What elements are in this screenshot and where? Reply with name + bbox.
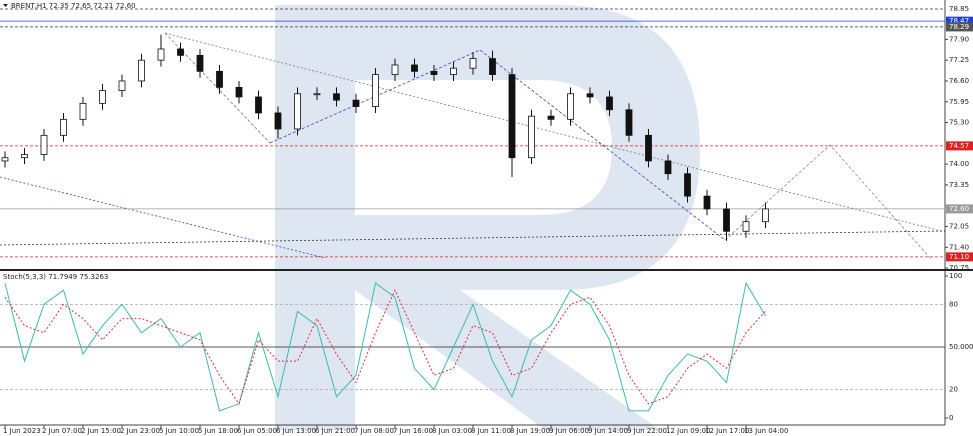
- level-label: 72.60: [949, 205, 969, 213]
- x-tick-label: 9 Jun 06:00: [549, 427, 589, 435]
- candle-body: [118, 80, 126, 91]
- candle-body: [645, 134, 652, 162]
- level-label: 78.85: [949, 5, 969, 13]
- candle-body: [21, 154, 28, 159]
- candle-body: [352, 99, 360, 107]
- y-tick-label: 75.30: [949, 119, 969, 127]
- level-label: 71.10: [949, 253, 969, 261]
- candle-body: [625, 109, 633, 136]
- watermark: [275, 5, 700, 430]
- candle-body: [235, 86, 243, 98]
- indicator-title: Stoch(5,3,3) 71.7949 75.3263: [3, 273, 108, 281]
- x-tick-label: 8 Jun 11:00: [471, 427, 511, 435]
- x-tick-label: 1 Jun 2023: [3, 427, 41, 435]
- candle-body: [489, 58, 496, 75]
- x-tick-label: 9 Jun 14:00: [588, 427, 628, 435]
- candle-body: [372, 74, 379, 107]
- level-label-box: [946, 22, 973, 32]
- x-tick-label: 9 Jun 22:00: [627, 427, 667, 435]
- y-tick-label: 70.75: [949, 264, 969, 272]
- y-tick-label: 75.95: [949, 98, 969, 106]
- level-label-box: [946, 204, 973, 214]
- candle-body: [274, 112, 282, 130]
- y-tick-label: 100: [949, 272, 962, 280]
- candle-body: [391, 64, 399, 75]
- x-tick-label: 7 Jun 08:00: [354, 427, 394, 435]
- stoch-line: [4, 288, 766, 405]
- level-label: 78.47: [949, 17, 969, 25]
- candle-body: [177, 48, 184, 56]
- y-tick-label: 73.35: [949, 181, 969, 189]
- menu-icon: [3, 4, 8, 7]
- y-tick-label: 76.60: [949, 77, 969, 85]
- candle-body: [1, 157, 9, 162]
- level-label: 74.57: [949, 142, 969, 150]
- wave-line: [269, 49, 726, 241]
- x-tick-label: 5 Jun 18:00: [198, 427, 238, 435]
- candle-body: [79, 102, 87, 120]
- candle-body: [411, 64, 418, 72]
- candle-body: [762, 208, 769, 223]
- candle-body: [157, 48, 165, 61]
- level-label: 78.29: [949, 23, 969, 31]
- candle-body: [742, 221, 750, 232]
- x-tick-label: 6 Jun 05:00: [237, 427, 277, 435]
- trend-line: [0, 230, 946, 246]
- candle-body: [567, 93, 574, 120]
- candle-body: [60, 118, 67, 136]
- x-tick-label: 7 Jun 16:00: [393, 427, 433, 435]
- candle-body: [216, 70, 223, 88]
- candle-body: [333, 93, 340, 101]
- level-label-box: [946, 141, 973, 151]
- candle-body: [723, 208, 730, 232]
- candle-body: [586, 93, 594, 98]
- y-tick-label: 71.40: [949, 243, 969, 251]
- y-tick-label: 20: [949, 386, 958, 394]
- x-tick-label: 6 Jun 21:00: [315, 427, 355, 435]
- candle-body: [528, 115, 535, 159]
- y-tick-label: 0: [949, 414, 953, 422]
- candle-body: [255, 96, 262, 114]
- candle-body: [703, 195, 711, 210]
- level-label-box: [946, 252, 973, 262]
- candle-body: [138, 59, 145, 82]
- x-tick-label: 8 Jun 03:00: [432, 427, 472, 435]
- x-tick-label: 5 Jun 10:00: [159, 427, 199, 435]
- y-tick-label: 80: [949, 300, 958, 308]
- x-tick-label: 6 Jun 13:00: [276, 427, 316, 435]
- candle-body: [294, 93, 301, 130]
- candle-body: [196, 54, 204, 72]
- x-tick-label: 2 Jun 23:00: [120, 427, 160, 435]
- candle-body: [664, 160, 672, 175]
- candle-body: [469, 58, 477, 69]
- candle-body: [40, 134, 48, 155]
- x-tick-label: 8 Jun 19:00: [510, 427, 550, 435]
- candle-body: [430, 70, 438, 75]
- y-tick-label: 74.00: [949, 160, 969, 168]
- x-tick-label: 2 Jun 07:00: [42, 427, 82, 435]
- x-tick-label: 13 Jun 04:00: [744, 427, 788, 435]
- candle-body: [508, 74, 516, 159]
- forecast-line: [724, 144, 931, 259]
- chart-title: BRENT,H1 72.35 72.65 72.21 72.60: [11, 2, 136, 10]
- y-tick-label: 72.05: [949, 222, 969, 230]
- candle-body: [684, 173, 691, 197]
- candle-body: [606, 96, 613, 111]
- y-tick-label: 77.90: [949, 35, 969, 43]
- level-label-box: [946, 16, 973, 26]
- x-tick-label: 2 Jun 15:00: [81, 427, 121, 435]
- y-tick-label: 77.25: [949, 56, 969, 64]
- candle-body: [450, 67, 457, 75]
- candle-body: [313, 93, 321, 96]
- candle-body: [547, 115, 555, 120]
- x-tick-label: 12 Jun 17:00: [705, 427, 749, 435]
- candle-body: [99, 90, 106, 104]
- x-tick-label: 12 Jun 09:00: [666, 427, 710, 435]
- y-tick-label: 50.0000: [949, 343, 973, 351]
